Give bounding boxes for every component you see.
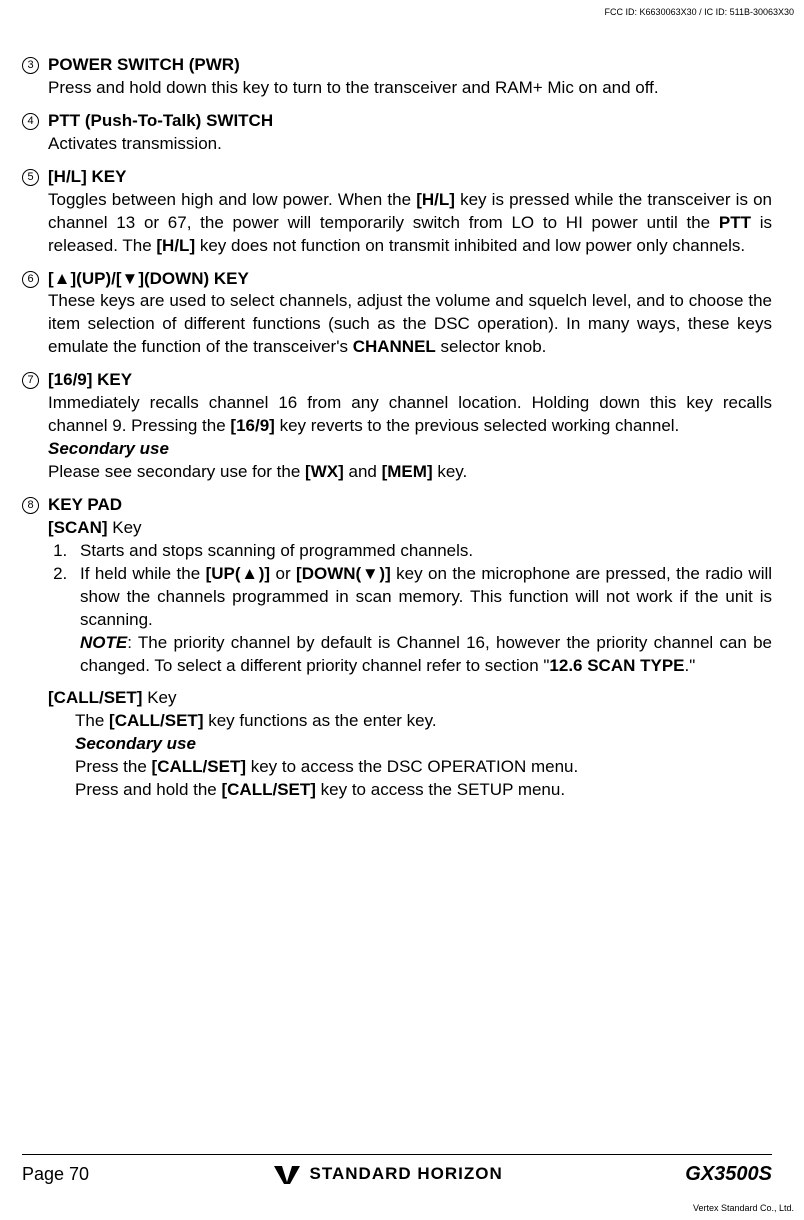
scan-list-item-1: Starts and stops scanning of programmed … xyxy=(72,540,772,563)
callset-key-title: [CALL/SET] Key xyxy=(48,687,772,710)
item-3-text: Press and hold down this key to turn to … xyxy=(48,77,772,100)
scan-key-section: [SCAN] Key Starts and stops scanning of … xyxy=(48,517,772,678)
item-number-8: 8 xyxy=(22,497,39,514)
item-8-title: KEY PAD xyxy=(48,494,772,517)
item-7-title: [16/9] KEY xyxy=(48,369,772,392)
item-4-title: PTT (Push-To-Talk) SWITCH xyxy=(48,110,772,133)
item-number-4: 4 xyxy=(22,113,39,130)
item-7-secondary-text: Please see secondary use for the [WX] an… xyxy=(48,461,772,484)
scan-list: Starts and stops scanning of programmed … xyxy=(48,540,772,678)
model-number: GX3500S xyxy=(685,1161,772,1188)
main-content: 3 POWER SWITCH (PWR) Press and hold down… xyxy=(22,54,772,812)
item-6-text: These keys are used to select channels, … xyxy=(48,290,772,359)
brand-text: STANDARD HORIZON xyxy=(310,1163,503,1186)
item-5: 5 [H/L] KEY Toggles between high and low… xyxy=(22,166,772,258)
callset-body: The [CALL/SET] key functions as the ente… xyxy=(75,710,772,802)
callset-text: The [CALL/SET] key functions as the ente… xyxy=(75,710,772,733)
scan-list-item-2: If held while the [UP(▲)] or [DOWN(▼)] k… xyxy=(72,563,772,678)
item-number-5: 5 xyxy=(22,169,39,186)
item-7-secondary-label: Secondary use xyxy=(48,438,772,461)
item-number-3: 3 xyxy=(22,57,39,74)
page-number: Page 70 xyxy=(22,1162,89,1186)
item-6-title: [▲](UP)/[▼](DOWN) KEY xyxy=(48,268,772,291)
item-3-title: POWER SWITCH (PWR) xyxy=(48,54,772,77)
item-number-6: 6 xyxy=(22,271,39,288)
callset-secondary-label: Secondary use xyxy=(75,733,772,756)
fcc-id: FCC ID: K6630063X30 / IC ID: 511B-30063X… xyxy=(605,6,794,18)
item-7-text: Immediately recalls channel 16 from any … xyxy=(48,392,772,438)
item-4-text: Activates transmission. xyxy=(48,133,772,156)
brand-logo: STANDARD HORIZON xyxy=(272,1163,503,1186)
callset-secondary-text-1: Press the [CALL/SET] key to access the D… xyxy=(75,756,772,779)
callset-secondary-text-2: Press and hold the [CALL/SET] key to acc… xyxy=(75,779,772,802)
item-5-title: [H/L] KEY xyxy=(48,166,772,189)
callset-key-section: [CALL/SET] Key The [CALL/SET] key functi… xyxy=(48,687,772,802)
item-6: 6 [▲](UP)/[▼](DOWN) KEY These keys are u… xyxy=(22,268,772,360)
footer-divider xyxy=(22,1154,772,1155)
item-3: 3 POWER SWITCH (PWR) Press and hold down… xyxy=(22,54,772,100)
item-number-7: 7 xyxy=(22,372,39,389)
item-5-text: Toggles between high and low power. When… xyxy=(48,189,772,258)
item-7: 7 [16/9] KEY Immediately recalls channel… xyxy=(22,369,772,484)
brand-icon xyxy=(272,1164,302,1186)
scan-key-title: [SCAN] Key xyxy=(48,517,772,540)
item-4: 4 PTT (Push-To-Talk) SWITCH Activates tr… xyxy=(22,110,772,156)
footer: Page 70 STANDARD HORIZON GX3500S xyxy=(22,1154,772,1188)
copyright: Vertex Standard Co., Ltd. xyxy=(693,1202,794,1214)
item-8: 8 KEY PAD [SCAN] Key Starts and stops sc… xyxy=(22,494,772,812)
